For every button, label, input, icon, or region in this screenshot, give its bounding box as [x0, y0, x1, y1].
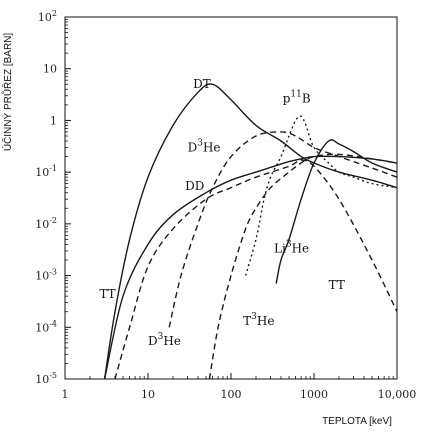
y-axis-title: ÚČINNÝ PRŮŘEZ [BARN]	[1, 33, 14, 152]
curve-pb11	[244, 115, 398, 276]
curve-label-base: D	[148, 334, 158, 348]
x-tick-label: 100	[221, 388, 242, 401]
curve-label-base: T	[243, 314, 251, 328]
curve-label-superscript: 3	[286, 239, 292, 249]
curve-label: DT	[193, 77, 211, 91]
y-tick-exponent: -2	[49, 216, 57, 225]
y-tick-base: 10	[43, 63, 57, 76]
x-axis: 1 10 100 1000 10,000	[62, 373, 417, 401]
y-tick-base: 1	[50, 114, 57, 127]
curve-lihe3	[275, 139, 398, 284]
curve-label-base: TT	[329, 278, 345, 292]
curve-label-suffix: B	[302, 92, 311, 106]
curve-tt	[114, 159, 398, 380]
curve-label: D3He	[188, 139, 221, 155]
curve-label-base: p	[283, 92, 291, 106]
plot-frame	[64, 16, 398, 380]
y-tick-label: 10-4	[35, 319, 57, 334]
x-axis-title: TEPLOTA [keV]	[322, 416, 392, 427]
curve-dhe3	[168, 131, 398, 328]
x-tick-label: 1000	[300, 388, 328, 401]
y-tick-exponent: -1	[49, 164, 57, 173]
curve-label-base: DT	[193, 77, 211, 91]
y-tick-exponent: -3	[49, 268, 57, 277]
curve-label: TT	[329, 278, 345, 292]
curve-label: Li3He	[274, 239, 309, 255]
plot-border	[64, 16, 398, 380]
curve-label-suffix: He	[292, 241, 310, 255]
x-tick-label: 1	[62, 388, 69, 401]
x-tick-label: 10	[141, 388, 155, 401]
y-tick-base: 10	[35, 166, 49, 179]
curve-label-superscript: 3	[158, 332, 164, 342]
y-tick-label: 1	[50, 114, 57, 127]
y-tick-exponent: -4	[49, 319, 57, 328]
y-tick-base: 10	[38, 11, 52, 24]
curve-label-base: D	[188, 141, 198, 155]
y-tick-label: 10	[43, 63, 57, 76]
curve-label: DD	[185, 179, 204, 193]
curve-label-base: Li	[274, 241, 286, 255]
curve-label-base: DD	[185, 179, 204, 193]
y-tick-base: 10	[35, 218, 49, 231]
y-tick-label: 10-5	[35, 371, 57, 386]
y-tick-exponent: -5	[49, 371, 57, 380]
y-tick-base: 10	[35, 321, 49, 334]
y-tick-base: 10	[35, 373, 49, 386]
curve-label: T3He	[243, 312, 274, 328]
curve-the3	[208, 153, 398, 380]
x-tick-label: 10,000	[378, 388, 417, 401]
y-tick-label: 102	[38, 9, 57, 24]
curve-label-superscript: 11	[290, 90, 301, 100]
y-tick-label: 10-3	[35, 268, 57, 283]
curve-label-suffix: He	[163, 334, 181, 348]
curve-label: D3He	[148, 332, 181, 348]
curve-label: p11B	[283, 90, 311, 106]
y-tick-label: 10-1	[35, 164, 57, 179]
y-tick-label: 10-2	[35, 216, 57, 231]
curve-label-base: TT	[99, 287, 115, 301]
y-tick-exponent: 2	[52, 9, 57, 18]
curve-label-suffix: He	[203, 141, 221, 155]
curve-dt	[103, 83, 398, 380]
curves	[103, 83, 398, 380]
curve-label-suffix: He	[257, 314, 275, 328]
curve-label: TT	[99, 287, 115, 301]
y-tick-base: 10	[35, 270, 49, 283]
curve-label-superscript: 3	[197, 139, 203, 149]
curve-label-superscript: 3	[251, 312, 257, 322]
